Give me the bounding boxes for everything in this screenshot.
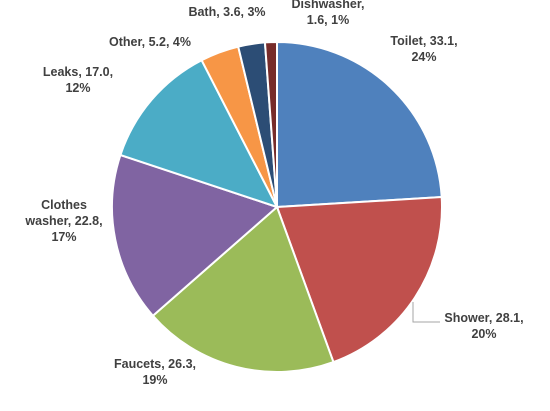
data-label-toilet: Toilet, 33.1, 24%: [390, 34, 457, 64]
data-label-line: Dishwasher,: [292, 0, 365, 11]
data-label-shower: Shower, 28.1, 20%: [444, 311, 523, 341]
data-label-other: Other, 5.2, 4%: [109, 35, 191, 49]
data-label-line: 24%: [411, 50, 436, 64]
data-label-clothes-washer: Clothes washer, 22.8, 17%: [24, 198, 102, 244]
data-label-line: 20%: [471, 327, 496, 341]
slice-faucets: [151, 205, 335, 373]
data-label-line: Shower, 28.1,: [444, 311, 523, 325]
data-label-line: 19%: [142, 373, 167, 387]
data-label-faucets: Faucets, 26.3, 19%: [114, 357, 196, 387]
data-label-line: 1.6, 1%: [307, 13, 349, 27]
data-label-line: Toilet, 33.1,: [390, 34, 457, 48]
data-label-dishwasher: Dishwasher, 1.6, 1%: [292, 0, 365, 27]
data-label-line: Other, 5.2, 4%: [109, 35, 191, 49]
slice-leaks: [119, 58, 280, 209]
data-label-line: 17%: [51, 230, 76, 244]
data-label-line: Faucets, 26.3,: [114, 357, 196, 371]
data-label-line: Clothes: [41, 198, 87, 212]
slice-clothes-washer: [111, 153, 279, 318]
data-label-line: washer, 22.8,: [24, 214, 102, 228]
slice-shower: [275, 195, 443, 364]
leader-line-shower: [412, 302, 440, 323]
data-label-bath: Bath, 3.6, 3%: [188, 5, 265, 19]
slice-dishwasher: [263, 40, 278, 208]
data-label-line: Bath, 3.6, 3%: [188, 5, 265, 19]
data-label-leaks: Leaks, 17.0, 12%: [43, 65, 113, 95]
data-label-line: 12%: [65, 81, 90, 95]
data-label-line: Leaks, 17.0,: [43, 65, 113, 79]
slice-toilet: [276, 40, 443, 209]
